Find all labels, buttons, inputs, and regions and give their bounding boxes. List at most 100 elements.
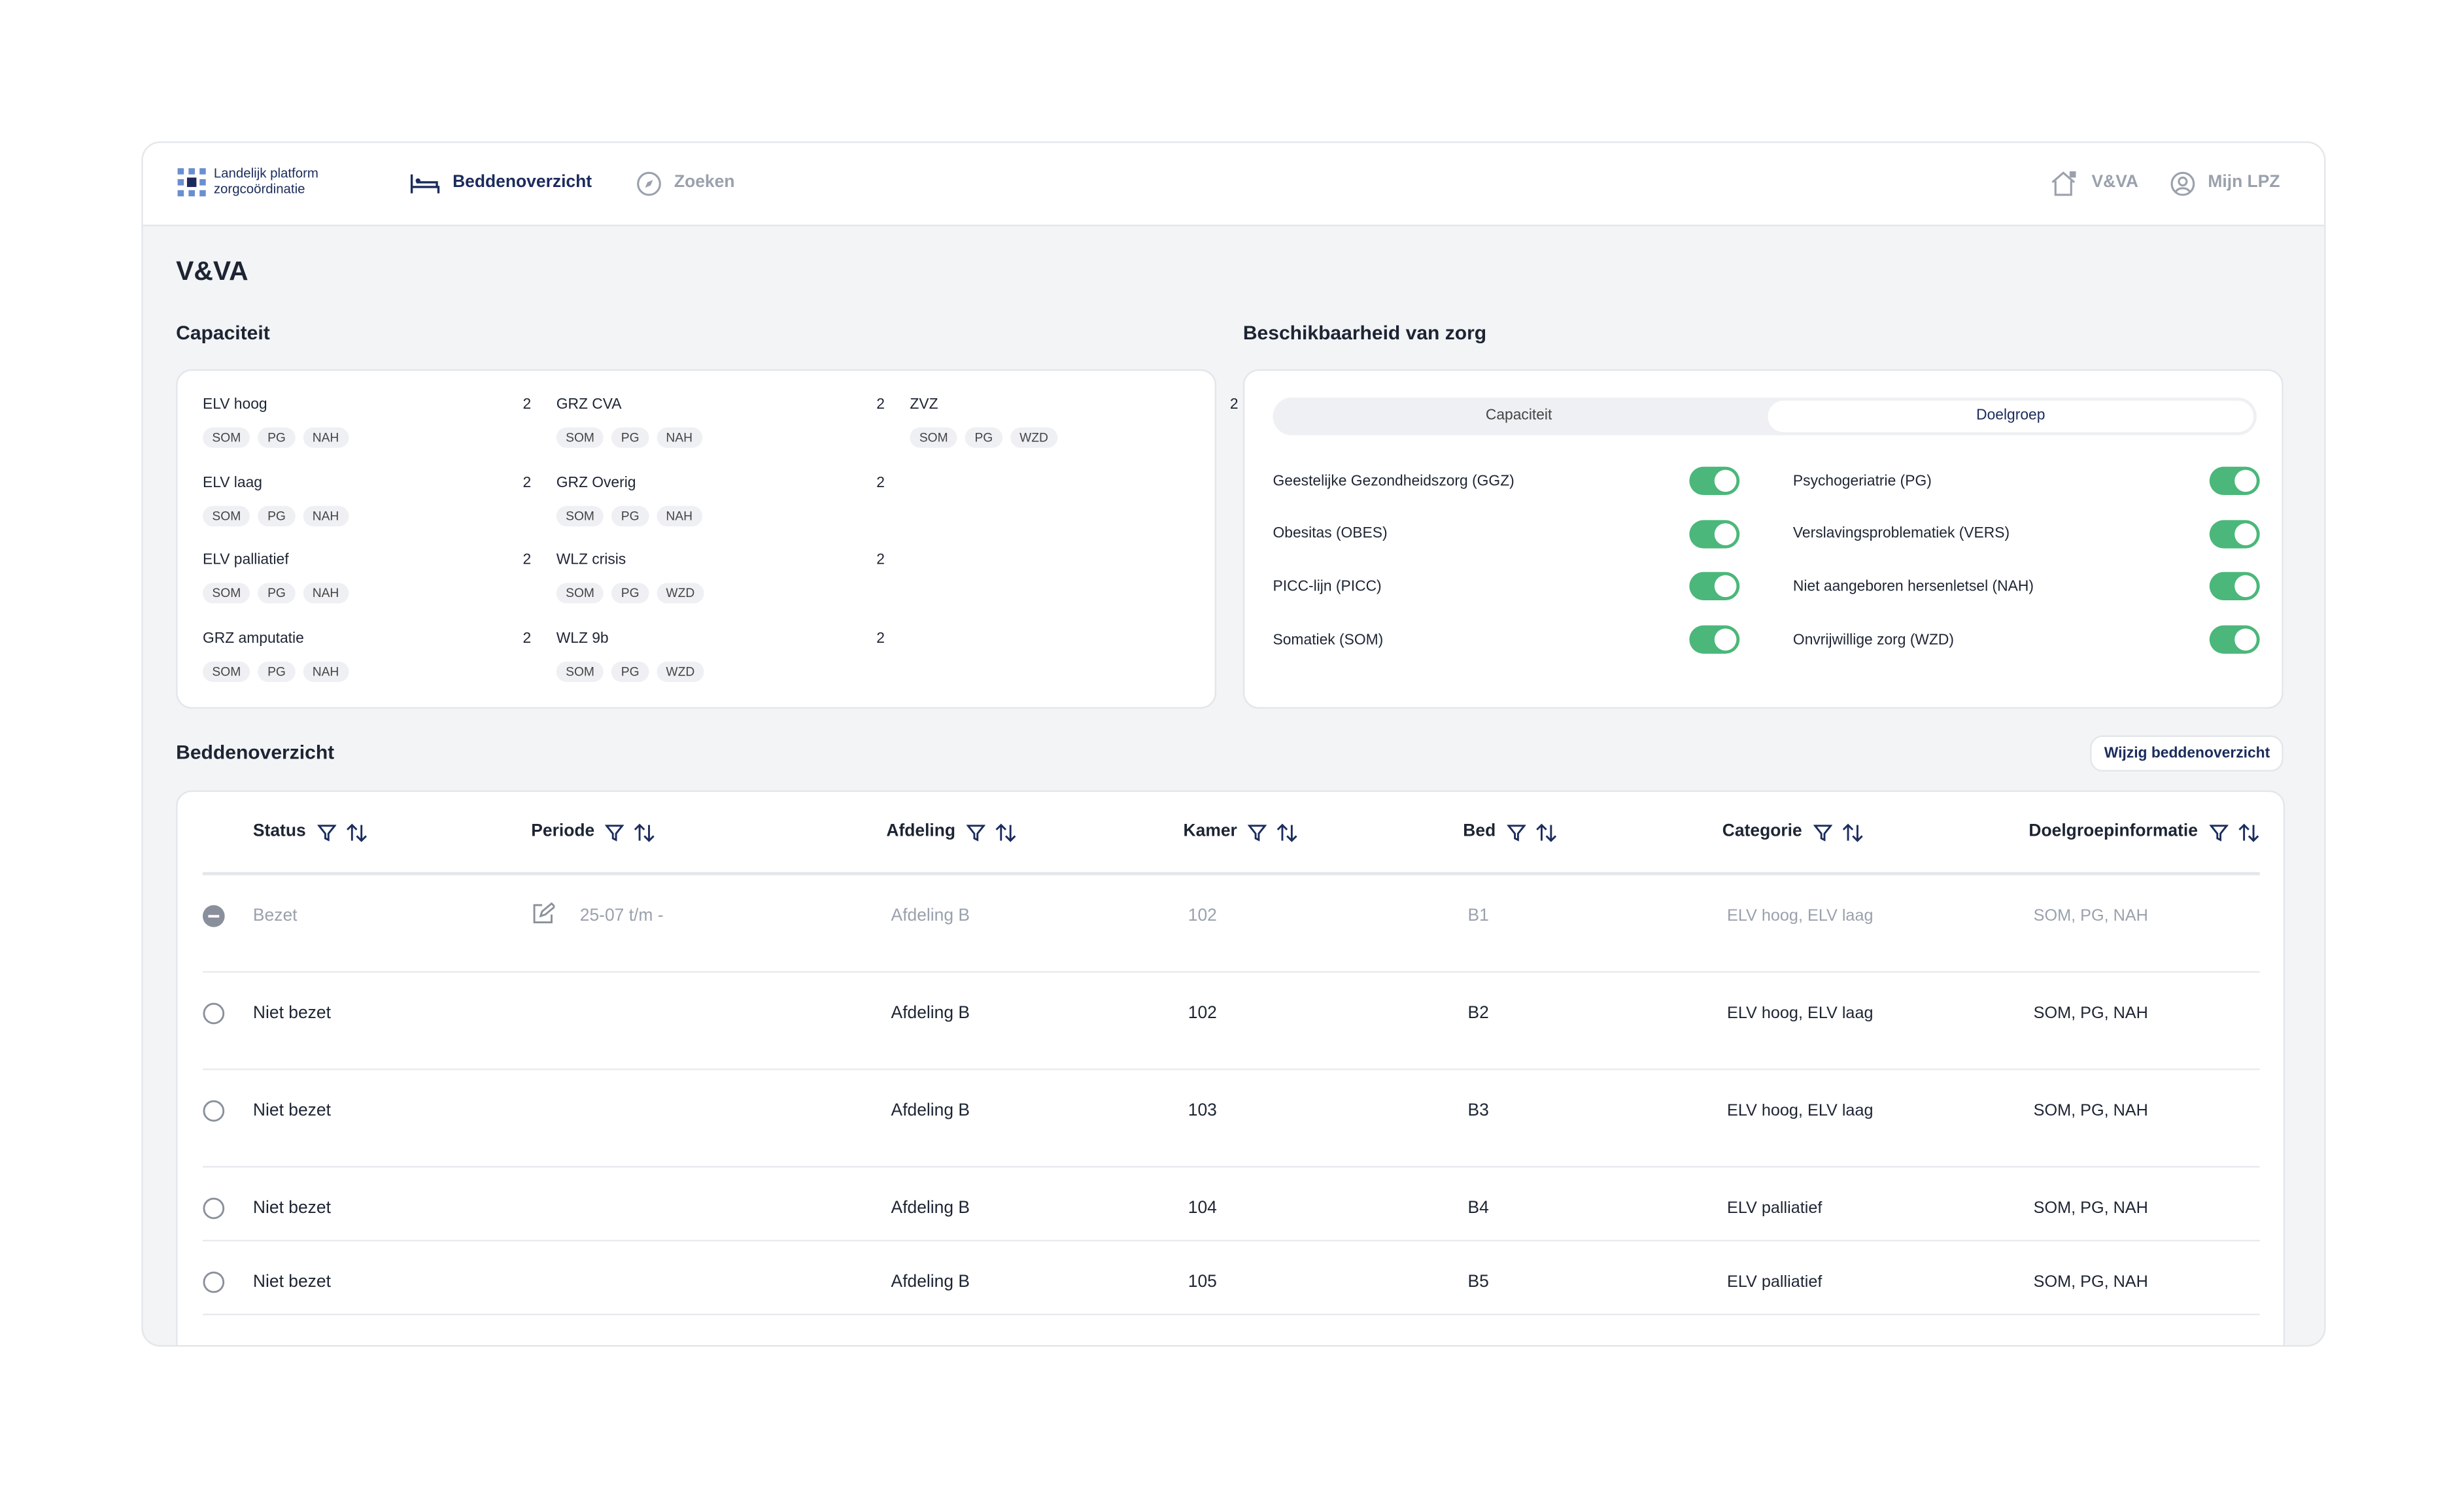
- toggle-row: PICC-lijn (PICC): [1273, 571, 1740, 602]
- sort-icon[interactable]: [1276, 823, 1299, 842]
- filter-icon[interactable]: [317, 823, 336, 842]
- sort-icon[interactable]: [345, 823, 368, 842]
- column-header: Afdeling: [886, 817, 1183, 847]
- capacity-count: 2: [876, 473, 885, 491]
- radio-icon[interactable]: [203, 1002, 225, 1025]
- radio-icon[interactable]: [203, 1345, 225, 1346]
- toggle-label: Psychogeriatrie (PG): [1792, 472, 1932, 490]
- tab[interactable]: Doelgroep: [1768, 400, 2254, 432]
- toggle-row: Somatiek (SOM): [1273, 624, 1740, 655]
- table-row: Niet bezet Afdeling B 102 B2 ELV hoog, ELV l…: [202, 973, 2260, 1070]
- capacity-grid: ELV hoog 2 SOM PG NAH ELV laag 2 SOM PG NAH ELV pa…: [202, 396, 1239, 708]
- tag: PG: [258, 583, 296, 604]
- nav-link[interactable]: Zoeken: [674, 173, 735, 192]
- cell: B1: [1463, 902, 1722, 971]
- tag-list: SOM PG NAH: [202, 421, 531, 449]
- filter-icon[interactable]: [1813, 823, 1832, 842]
- capacity-count: 2: [522, 473, 532, 491]
- tag: PG: [965, 427, 1002, 448]
- cell-text: B1: [1467, 906, 1489, 926]
- beds-card: Status Periode Afdeling Kamer Bed Categorie Do…: [176, 790, 2285, 1346]
- radio-icon[interactable]: [203, 1100, 225, 1122]
- toggle-knob: [1714, 575, 1737, 598]
- radio-icon[interactable]: [203, 1197, 225, 1220]
- tag: NAH: [657, 427, 702, 448]
- nav-link[interactable]: V&VA: [2091, 173, 2139, 192]
- table-row: Niet bezet Afdeling C106C1GRZ overig, GRZ…: [203, 1315, 2260, 1346]
- toggle[interactable]: [1689, 572, 1740, 601]
- cell: SOM, PG, NAH: [2028, 1342, 2259, 1345]
- toggle[interactable]: [2209, 466, 2260, 495]
- sort-icon[interactable]: [634, 823, 656, 842]
- section-title: Beddenoverzicht: [176, 742, 335, 764]
- tag: PG: [611, 427, 649, 448]
- table-row: Niet bezet Afdeling B 103 B3 ELV hoog, ELV l…: [202, 1070, 2260, 1168]
- toggle-row: Onvrijwillige zorg (WZD): [1793, 624, 2260, 655]
- tag-list: SOM PG NAH: [202, 577, 531, 605]
- toggle[interactable]: [2209, 572, 2260, 601]
- cell: [531, 1194, 886, 1240]
- toggle-grid: Geestelijke Gezondheidszorg (GGZ) Obesita…: [1273, 465, 2260, 677]
- capacity-count: 2: [876, 396, 885, 414]
- cell: [531, 999, 886, 1068]
- toggle[interactable]: [1689, 625, 1740, 654]
- cell-text: SOM, PG, NAH: [2033, 1004, 2148, 1023]
- capacity-count: 2: [1229, 396, 1239, 414]
- cell: ELV hoog, ELV laag: [1722, 902, 2029, 971]
- tag: PG: [611, 583, 649, 604]
- tag: SOM: [556, 583, 604, 604]
- capacity-item: WLZ 9b 2 SOM PG WZD: [556, 629, 885, 707]
- toggle-row: Verslavingsproblematiek (VERS): [1793, 518, 2260, 549]
- sort-icon[interactable]: [995, 823, 1017, 842]
- toggle-label: Verslavingsproblematiek (VERS): [1792, 525, 2010, 543]
- filter-icon[interactable]: [1507, 823, 1526, 842]
- toggle-label: Somatiek (SOM): [1273, 630, 1384, 649]
- cell-text: Bezet: [252, 906, 298, 926]
- column-label: Doelgroepinformatie: [2028, 821, 2198, 841]
- cell: GRZ overig, GRZ CVA: [1722, 1342, 2029, 1345]
- column-header: Doelgroepinformatie: [2028, 817, 2259, 847]
- cell-text: ELV hoog, ELV laag: [1727, 1101, 1874, 1121]
- nav-link[interactable]: Beddenoverzicht: [453, 173, 592, 192]
- toggle-knob: [2234, 628, 2257, 651]
- beds-table: Status Periode Afdeling Kamer Bed Categorie Do…: [202, 792, 2260, 1346]
- tab[interactable]: Capaciteit: [1485, 407, 1552, 424]
- toggle[interactable]: [1689, 519, 1740, 548]
- sort-icon[interactable]: [2237, 823, 2259, 842]
- toggle-knob: [2234, 575, 2257, 598]
- capacity-row: GRZ CVA 2: [556, 396, 885, 413]
- tag: PG: [258, 505, 296, 526]
- cell: 25-07 t/m -: [531, 902, 886, 971]
- cell: SOM, PG, NAH: [2028, 1268, 2259, 1314]
- cell: SOM, PG, NAH: [2028, 902, 2259, 971]
- toggle[interactable]: [1689, 466, 1740, 495]
- edit-icon[interactable]: [531, 902, 556, 925]
- toggle[interactable]: [2209, 625, 2260, 654]
- tag: PG: [611, 505, 649, 526]
- cell: Bezet: [253, 902, 531, 971]
- column-header: Kamer: [1184, 817, 1463, 847]
- filter-icon[interactable]: [2208, 823, 2228, 842]
- column-label: Periode: [531, 821, 595, 841]
- toggle-label: Niet aangeboren hersenletsel (NAH): [1792, 578, 2034, 596]
- sort-icon[interactable]: [1841, 823, 1864, 842]
- cell-text: SOM, PG, NAH: [2033, 1272, 2148, 1292]
- filter-icon[interactable]: [606, 823, 625, 842]
- sort-icon[interactable]: [1535, 823, 1557, 842]
- capacity-item: WLZ crisis 2 SOM PG WZD: [556, 551, 885, 629]
- capacity-item: GRZ amputatie 2 SOM PG NAH: [202, 629, 531, 707]
- capacity-row: ELV palliatief 2: [203, 551, 531, 568]
- cell: B4: [1463, 1194, 1722, 1240]
- edit-button[interactable]: Wijzig beddenoverzicht: [2090, 735, 2284, 772]
- nav-link[interactable]: Mijn LPZ: [2208, 173, 2280, 192]
- tab-bar: Capaciteit Doelgroep: [1273, 397, 2257, 435]
- filter-icon[interactable]: [1248, 823, 1267, 842]
- occupied-icon[interactable]: [202, 905, 225, 927]
- radio-icon[interactable]: [203, 1271, 225, 1293]
- filter-icon[interactable]: [966, 823, 985, 842]
- toggle[interactable]: [2209, 519, 2260, 548]
- tag: SOM: [202, 583, 250, 604]
- capacity-name: WLZ 9b: [556, 629, 609, 647]
